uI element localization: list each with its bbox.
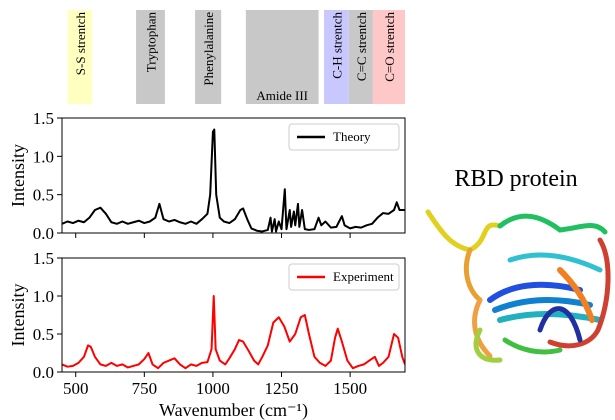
- series-line: [62, 295, 405, 370]
- y-axis-label: Intensity: [8, 144, 28, 207]
- band-label: Amide III: [256, 88, 308, 103]
- band-label: S-S strentch: [73, 12, 88, 76]
- y-axis-label: Intensity: [8, 284, 28, 347]
- x-tick-label: 500: [63, 379, 89, 398]
- band-label: Phenylalanine: [201, 12, 216, 86]
- y-tick-label: 0.0: [33, 224, 54, 243]
- y-tick-label: 1.5: [33, 109, 54, 128]
- legend-frame: [288, 263, 400, 291]
- legend-frame: [288, 123, 400, 151]
- band: [245, 10, 319, 104]
- band: [372, 10, 405, 104]
- band: [348, 10, 373, 104]
- band-label: C=C strentch: [354, 12, 369, 82]
- x-tick-label: 1500: [333, 379, 367, 398]
- protein-ribbon: [425, 209, 611, 363]
- y-tick-label: 0.5: [33, 186, 54, 205]
- y-tick-label: 1.0: [33, 147, 54, 166]
- y-tick-label: 0.5: [33, 325, 54, 344]
- y-tick-label: 1.5: [33, 249, 54, 268]
- band: [67, 10, 93, 104]
- legend-label: Experiment: [333, 269, 394, 284]
- band: [195, 10, 222, 104]
- band-label: Tryptophan: [143, 12, 158, 73]
- plot-frame: [61, 117, 406, 234]
- band: [324, 10, 349, 104]
- plot-frame: [61, 257, 406, 373]
- band-label: C=O strentch: [382, 12, 397, 82]
- x-tick-label: 1250: [265, 379, 299, 398]
- band-label: C-H strentch: [329, 12, 344, 79]
- figure-label: RBD protein: [454, 166, 577, 192]
- legend-label: Theory: [333, 129, 371, 144]
- x-tick-label: 1000: [196, 379, 230, 398]
- band: [136, 10, 165, 104]
- x-axis-label: Wavenumber (cm⁻¹): [159, 400, 308, 420]
- x-tick-label: 750: [132, 379, 158, 398]
- y-tick-label: 1.0: [33, 287, 54, 306]
- series-line: [62, 128, 405, 233]
- y-tick-label: 0.0: [33, 363, 54, 382]
